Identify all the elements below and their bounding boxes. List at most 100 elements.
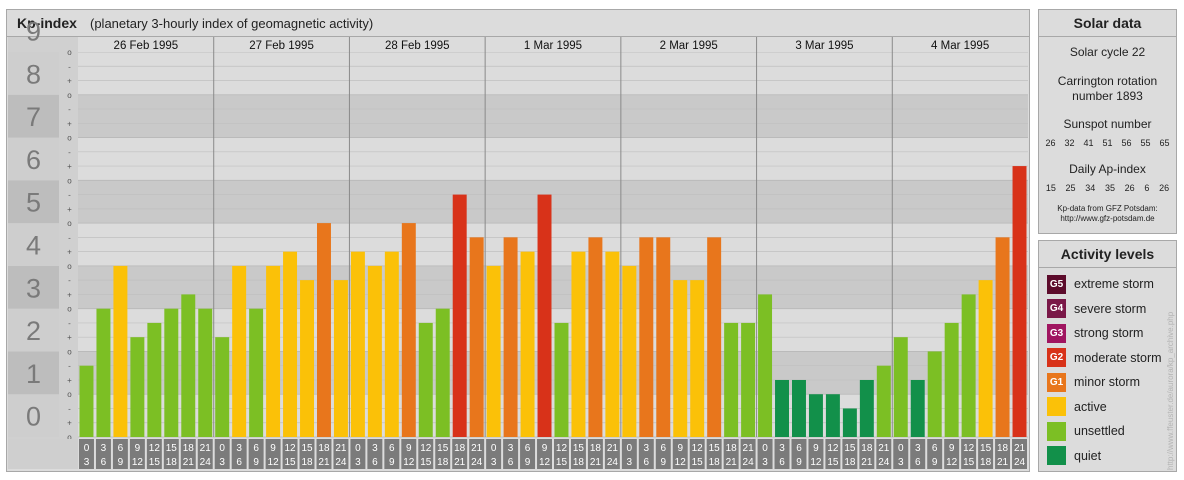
sunspot-value: 65 (1159, 138, 1170, 148)
kp-bar (724, 322, 739, 437)
hour-start-label: 3 (372, 443, 378, 454)
hour-label-box (995, 439, 1011, 469)
y-tick-label: 1 (26, 359, 41, 389)
ap-value: 25 (1065, 183, 1076, 193)
activity-levels-title: Activity levels (1039, 241, 1176, 268)
hour-end-label: 24 (335, 457, 347, 468)
y-minor-label: + (67, 333, 72, 342)
hour-label-box (961, 439, 977, 469)
legend-item: quiet (1047, 446, 1101, 466)
hour-start-label: 18 (590, 443, 602, 454)
hour-label-box (146, 439, 162, 469)
kp-bar (300, 280, 314, 437)
y-minor-label: + (67, 376, 72, 385)
sunspot-number-label: Sunspot number (1063, 117, 1152, 131)
hour-label-box (927, 439, 943, 469)
y-label-band (8, 265, 59, 309)
hour-label-box (893, 439, 909, 469)
hour-end-label: 15 (149, 457, 161, 468)
hour-label-box (520, 439, 536, 469)
kp-bar (266, 265, 281, 437)
kp-bar (283, 251, 298, 437)
hour-label-box (554, 439, 569, 469)
hour-label-box (842, 439, 858, 469)
y-minor-label: o (67, 48, 72, 57)
kp-bar (775, 379, 789, 437)
kp-band (78, 94, 1028, 138)
hour-end-label: 12 (403, 457, 415, 468)
hour-end-label: 24 (607, 457, 619, 468)
hour-end-label: 3 (762, 457, 768, 468)
y-minor-label: o (67, 176, 72, 185)
hour-end-label: 18 (844, 457, 856, 468)
kp-bar (333, 280, 348, 437)
day-label: 3 Mar 1995 (795, 40, 853, 52)
hour-start-label: 0 (627, 443, 633, 454)
kp-band (78, 52, 1028, 95)
kp-bar (435, 308, 450, 437)
hour-start-label: 18 (726, 443, 738, 454)
hour-end-label: 15 (284, 457, 296, 468)
kp-bar (910, 379, 925, 437)
y-minor-label: - (68, 62, 71, 71)
hour-end-label: 6 (779, 457, 785, 468)
sunspot-value: 56 (1121, 138, 1132, 148)
y-label-band (8, 137, 59, 181)
hour-end-label: 18 (980, 457, 992, 468)
day-label: 4 Mar 1995 (931, 40, 989, 52)
legend-label: severe storm (1074, 301, 1147, 316)
hour-end-label: 12 (946, 457, 958, 468)
hour-start-label: 3 (779, 443, 785, 454)
kp-bar (520, 251, 535, 437)
kp-bar (452, 194, 467, 437)
hour-start-label: 21 (607, 443, 619, 454)
sunspot-value: 26 (1045, 138, 1056, 148)
y-label-band (8, 223, 59, 266)
sunspot-values: 26 32 41 51 56 55 65 (1041, 138, 1174, 148)
hour-end-label: 21 (183, 457, 195, 468)
legend-swatch: G3 (1047, 323, 1066, 343)
hour-label-box (299, 439, 315, 469)
legend-item: unsettled (1047, 421, 1125, 441)
sunspot-value: 51 (1102, 138, 1113, 148)
hour-label-box (774, 439, 790, 469)
y-minor-label: + (67, 290, 72, 299)
kp-bar (503, 237, 518, 437)
hour-label-box (808, 439, 824, 469)
hour-start-label: 15 (301, 443, 313, 454)
kp-bar (1012, 166, 1027, 438)
hour-start-label: 6 (118, 443, 124, 454)
kp-bar (554, 322, 569, 437)
carrington-rotation-text: Carrington rotation number 1893 (1057, 74, 1158, 103)
ap-value: 35 (1104, 183, 1115, 193)
hour-label-box (638, 439, 654, 469)
y-minor-label: o (67, 433, 72, 442)
hour-label-box (978, 439, 994, 469)
hour-start-label: 6 (660, 443, 666, 454)
hour-label-box (79, 439, 94, 469)
y-label-band (8, 308, 59, 352)
day-label: 27 Feb 1995 (249, 40, 314, 52)
hour-end-label: 3 (84, 457, 90, 468)
kp-bar (673, 280, 688, 437)
legend-item: G3 strong storm (1047, 323, 1143, 343)
y-tick-label: 5 (26, 188, 41, 218)
hour-end-label: 9 (389, 457, 395, 468)
chart-title: Kp-index (17, 15, 77, 31)
hour-label-box (791, 439, 807, 469)
y-label-band (8, 394, 59, 437)
y-minor-label: - (68, 191, 71, 200)
kp-bar (859, 379, 874, 437)
y-label-band (8, 94, 59, 138)
y-minor-label: - (68, 362, 71, 371)
y-label-band (8, 52, 59, 95)
data-source-link[interactable]: http://www.gfz-potsdam.de (1060, 214, 1155, 223)
hour-start-label: 6 (389, 443, 395, 454)
kp-bar (571, 251, 586, 437)
kp-bar (249, 308, 264, 437)
hour-end-label: 9 (796, 457, 802, 468)
legend-swatch (1047, 397, 1066, 416)
hour-start-label: 18 (861, 443, 873, 454)
hour-end-label: 3 (491, 457, 497, 468)
y-minor-label: - (68, 105, 71, 114)
